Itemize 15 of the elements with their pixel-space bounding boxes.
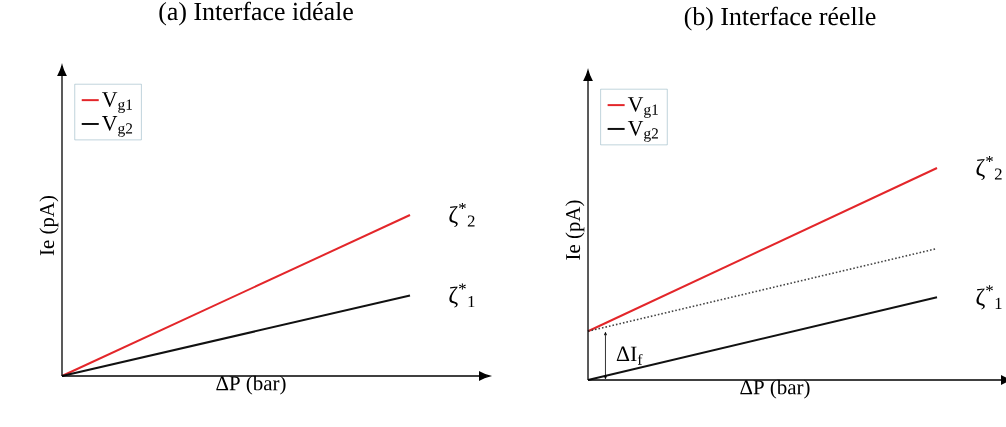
chart-title: (b) Interface réelle xyxy=(684,6,876,31)
annotation: ζ$^{*}$1 xyxy=(449,283,475,308)
y-axis-title: Ie (pA) xyxy=(565,200,585,260)
annotation: ζ$^{*}$2 xyxy=(449,202,475,228)
annotation: ΔI$_{f}$ xyxy=(616,346,643,365)
x-axis-title: ΔP (bar) xyxy=(740,379,810,399)
annotation: ζ$^{*}$2 xyxy=(976,155,1002,181)
x-axis-title: ΔP (bar) xyxy=(216,375,286,395)
legend-label: V$_{g1}$ xyxy=(101,92,132,113)
chart-title: (a) Interface idéale xyxy=(159,1,353,26)
y-axis-title: Ie (pA) xyxy=(39,195,59,256)
legend-label: V$_{g1}$ xyxy=(627,97,658,118)
legend-label: V$_{g2}$ xyxy=(627,121,658,142)
legend-label: V$_{g2}$ xyxy=(101,116,133,137)
annotation: ζ$^{*}$1 xyxy=(976,285,1002,310)
